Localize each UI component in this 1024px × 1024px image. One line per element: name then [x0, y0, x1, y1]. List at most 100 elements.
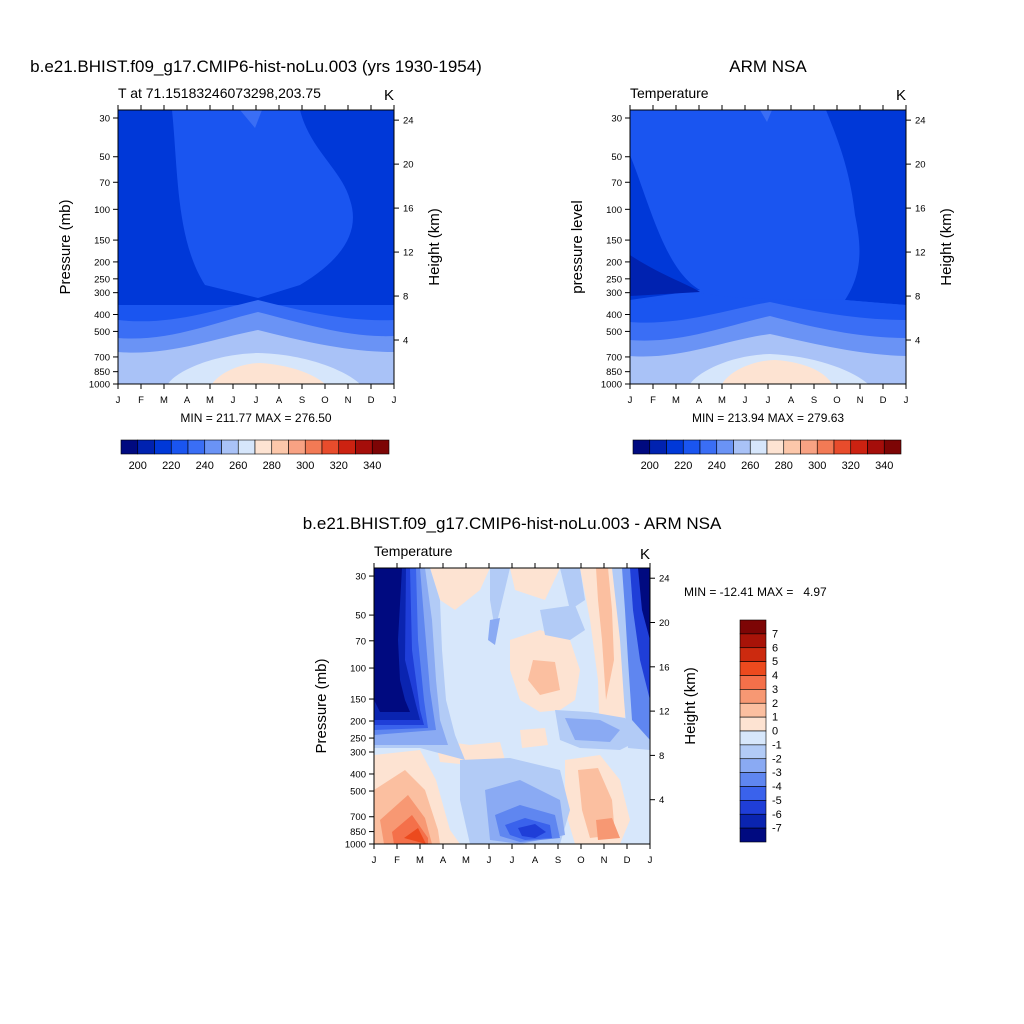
colorbar-label: 240 [708, 460, 726, 472]
colorbar-box [739, 619, 767, 635]
colorbar-box [187, 439, 206, 455]
x-tick-label: J [766, 395, 771, 406]
x-tick-label: J [372, 855, 377, 866]
x-tick-label: N [345, 395, 352, 406]
colorbar-label: 200 [129, 460, 147, 472]
colorbar-box [739, 758, 767, 773]
y-tick-label: 250 [94, 274, 110, 285]
y-right-tick-label: 4 [659, 795, 664, 806]
colorbar-box [739, 661, 767, 676]
panel-obs: ARM NSA Temperature K 30 50 70 100 150 200 250… [569, 57, 955, 472]
panel-model: b.e21.BHIST.f09_g17.CMIP6-hist-noLu.003 … [30, 57, 482, 472]
x-tick-label: M [160, 395, 168, 406]
panel-obs-ylabel-right: Height (km) [938, 208, 955, 286]
y-tick-label: 300 [606, 288, 622, 299]
colorbar-box [867, 439, 885, 455]
x-tick-label: A [440, 855, 447, 866]
x-tick-label: J [510, 855, 515, 866]
colorbar-box [739, 827, 767, 843]
y-tick-label: 300 [94, 288, 110, 299]
y-tick-label: 500 [350, 787, 366, 798]
colorbar-label: 2 [772, 698, 778, 710]
colorbar-box [739, 716, 767, 732]
colorbar-label: -3 [772, 767, 782, 779]
y-tick-label: 400 [350, 769, 366, 780]
colorbar-label: -4 [772, 781, 782, 793]
colorbar-box [632, 439, 651, 455]
y-right-tick-label: 24 [915, 116, 926, 127]
x-tick-label: M [672, 395, 680, 406]
y-tick-label: 70 [99, 178, 110, 189]
x-tick-label: J [116, 395, 121, 406]
colorbar-box [288, 439, 306, 455]
panel-diff-ylabel-right: Height (km) [682, 667, 699, 745]
panel-model-ylabel-right: Height (km) [426, 208, 443, 286]
y-tick-label: 700 [94, 352, 110, 363]
y-tick-label: 200 [606, 257, 622, 268]
colorbar-box [137, 439, 155, 455]
x-tick-label: J [392, 395, 397, 406]
colorbar-box [739, 730, 767, 746]
colorbar-label: 0 [772, 726, 778, 738]
y-right-tick-label: 24 [403, 116, 414, 127]
panel-diff-units: K [640, 546, 650, 563]
x-tick-label: F [650, 395, 656, 406]
y-tick-label: 250 [606, 274, 622, 285]
x-tick-label: A [788, 395, 795, 406]
y-tick-label: 150 [350, 695, 366, 706]
x-tick-label: F [394, 855, 400, 866]
colorbar-box [666, 439, 684, 455]
colorbar-box [739, 702, 767, 718]
panel-obs-ylabel: pressure level [569, 200, 586, 293]
y-tick-label: 1000 [601, 380, 622, 391]
x-tick-label: A [184, 395, 191, 406]
y-tick-label: 700 [350, 812, 366, 823]
panel-diff-colorbar: 7 6 5 4 3 2 1 0-1 -2 -3 -4 -5 -6 -7 [739, 619, 782, 843]
y-tick-label: 70 [355, 636, 366, 647]
colorbar-box [271, 439, 289, 455]
y-tick-label: 300 [350, 748, 366, 759]
colorbar-label: 260 [741, 460, 759, 472]
y-tick-label: 200 [94, 257, 110, 268]
x-tick-label: S [299, 395, 305, 406]
y-tick-label: 850 [350, 827, 366, 838]
colorbar-label: 260 [229, 460, 247, 472]
colorbar-box [766, 439, 785, 455]
colorbar-label: 300 [808, 460, 826, 472]
colorbar-box [783, 439, 801, 455]
colorbar-box [739, 800, 767, 815]
colorbar-box [739, 633, 767, 649]
colorbar-label: 5 [772, 656, 778, 668]
colorbar-label: 340 [875, 460, 893, 472]
x-tick-label: J [487, 855, 492, 866]
colorbar-box [739, 813, 767, 829]
colorbar-label: 280 [263, 460, 281, 472]
panel-diff-contours [374, 568, 650, 844]
panel-model-units: K [384, 87, 394, 104]
y-right-tick-label: 20 [403, 160, 414, 171]
y-tick-label: 150 [94, 236, 110, 247]
x-tick-label: A [696, 395, 703, 406]
colorbar-label: -6 [772, 809, 782, 821]
y-right-tick-label: 4 [403, 336, 408, 347]
colorbar-label: 300 [296, 460, 314, 472]
x-tick-label: J [254, 395, 259, 406]
colorbar-label: 1 [772, 712, 778, 724]
colorbar-label: 220 [162, 460, 180, 472]
y-tick-label: 400 [606, 310, 622, 321]
y-tick-label: 50 [99, 152, 110, 163]
colorbar-box [739, 647, 767, 662]
x-tick-label: A [276, 395, 283, 406]
y-right-tick-label: 24 [659, 574, 670, 585]
colorbar-box [739, 675, 767, 690]
panel-obs-contours [630, 110, 906, 384]
y-tick-label: 150 [606, 236, 622, 247]
colorbar-box [833, 439, 852, 455]
y-tick-label: 50 [355, 611, 366, 622]
colorbar-box [221, 439, 239, 455]
x-tick-label: J [904, 395, 909, 406]
y-tick-label: 500 [94, 327, 110, 338]
panel-model-title: b.e21.BHIST.f09_g17.CMIP6-hist-noLu.003 … [30, 57, 482, 76]
y-right-tick-label: 12 [403, 248, 414, 259]
y-tick-label: 70 [611, 178, 622, 189]
